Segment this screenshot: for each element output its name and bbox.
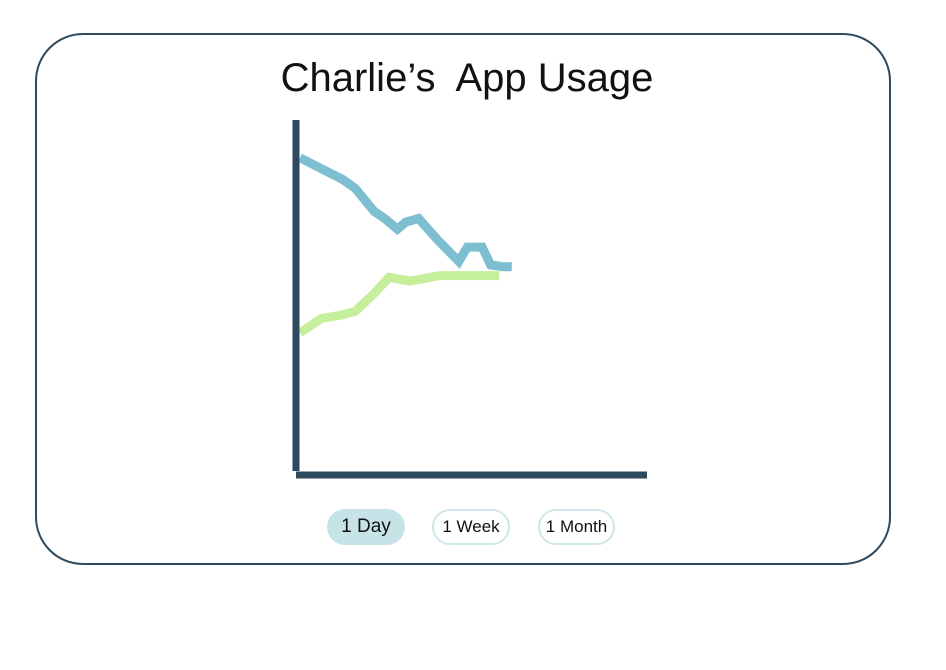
series-layer [297,153,512,337]
tab-1-day[interactable]: 1 Day [327,509,405,545]
tab-1-week[interactable]: 1 Week [432,509,510,545]
chart-title: Charlie’s App Usage [280,56,654,100]
series-line-1 [297,153,512,272]
series-line-2 [297,271,500,337]
tab-1-month[interactable]: 1 Month [538,509,615,545]
time-range-tabs: 1 Day 1 Week 1 Month [0,509,946,545]
